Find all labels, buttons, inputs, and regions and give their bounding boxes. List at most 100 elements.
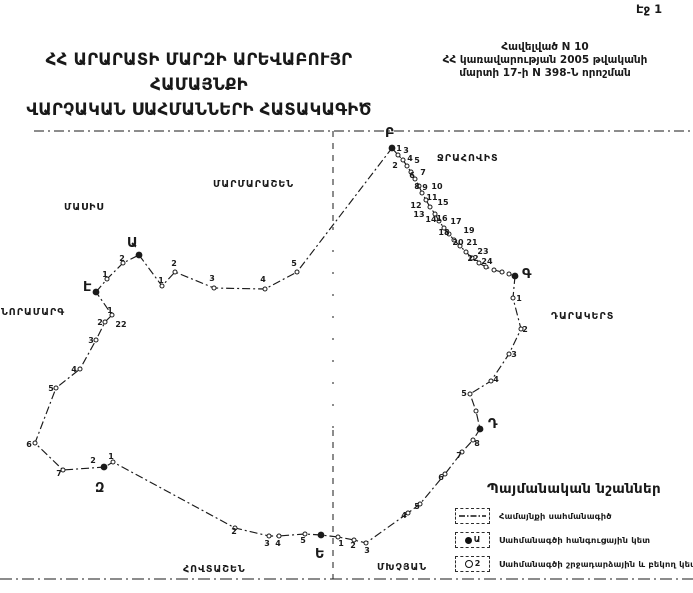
- point-number-label: 24: [481, 257, 493, 266]
- turning-point-marker: [351, 537, 357, 543]
- turning-point-marker: [232, 525, 238, 531]
- junction-dot: [317, 531, 325, 539]
- point-number-label: 23: [477, 247, 488, 256]
- legend-item-label: Սահմանագծի շրջադարձային և բեկող կետեր.: [499, 559, 693, 569]
- point-number-label: 6: [438, 473, 444, 482]
- point-number-label: 3: [511, 350, 517, 359]
- turning-point-marker: [60, 467, 66, 473]
- point-number-label: 11: [426, 193, 438, 202]
- point-number-label: 4: [275, 539, 281, 548]
- junction-dot: [511, 272, 519, 280]
- point-number-label: 22: [467, 254, 478, 263]
- turning-point-marker: [395, 152, 401, 158]
- point-number-label: 2: [171, 259, 177, 268]
- point-number-label: 1: [107, 306, 113, 315]
- point-number-label: 3: [209, 274, 215, 283]
- turning-point-marker: [469, 255, 475, 261]
- annex-line3: մարտի 17-ի N 398-Ն որոշման: [459, 66, 631, 79]
- point-number-label: 4: [407, 154, 413, 163]
- point-number-label: 5: [414, 502, 420, 511]
- boundary-segment-D-E: [320, 428, 481, 544]
- turning-point-marker: [518, 326, 524, 332]
- junction-letter-sample: Ա: [473, 535, 481, 544]
- turning-point-marker: [436, 218, 442, 224]
- map-title-line2: ՎԱՐՉԱԿԱՆ ՍԱՀՄԱՆՆԵՐԻ ՀԱՏԱԿԱԳԻԾ: [26, 99, 372, 119]
- point-number-label: 2: [97, 318, 103, 327]
- point-number-label: 4: [71, 365, 77, 374]
- turning-point-marker: [412, 176, 418, 182]
- turning-point-marker: [459, 449, 465, 455]
- junction-point-icon: Ա: [455, 532, 490, 548]
- point-number-label: 13: [413, 210, 424, 219]
- boundary-segment-G-D: [469, 275, 522, 430]
- point-number-label: 2: [90, 456, 96, 465]
- point-number-label: 5: [291, 259, 297, 268]
- turning-point-marker: [211, 285, 217, 291]
- boundary-segment-B-G: [391, 147, 516, 277]
- junction-dot: [135, 251, 143, 259]
- point-number-label: 8: [414, 182, 420, 191]
- point-number-label: 2: [392, 161, 398, 170]
- point-number-label: 3: [264, 539, 270, 548]
- point-number-label: 7: [420, 168, 426, 177]
- legend: Պայմանական նշաններ Համայնքի սահմանագիծ Ա…: [455, 481, 693, 580]
- junction-letter-label: Ա: [127, 236, 138, 251]
- neighbor-region-label: ՄԱՍԻՍ: [64, 202, 104, 213]
- point-number-label: 19: [463, 226, 475, 235]
- dash-dot-line-icon: [459, 515, 486, 517]
- boundary-segment-E7-A: [95, 254, 140, 293]
- turning-point-marker: [506, 351, 512, 357]
- turning-point-marker: [405, 510, 411, 516]
- point-number-label: 1: [108, 452, 114, 461]
- turning-point-marker: [467, 391, 473, 397]
- point-number-label: 1: [516, 294, 522, 303]
- point-number-label: 21: [466, 238, 478, 247]
- point-number-label: 5: [48, 384, 54, 393]
- point-number-label: 5: [300, 536, 306, 545]
- legend-item-junction-point: Ա Սահմանագծի հանգուցային կետ: [455, 532, 693, 548]
- point-number-label: 2: [119, 254, 125, 263]
- point-number-label: 1: [102, 270, 108, 279]
- map-title-line1: ՀՀ ԱՐԱՐԱՏԻ ՄԱՐԶԻ ԱՐԵՎԱԲՈՒՅՐ ՀԱՄԱՅՆՔԻ: [45, 50, 353, 94]
- neighbor-region-label: ԴԱՐԱԿԵՐՏ: [551, 311, 614, 322]
- legend-item-label: Սահմանագծի հանգուցային կետ: [499, 535, 651, 545]
- point-number-label: 8: [474, 439, 480, 448]
- turning-point-marker: [491, 267, 497, 273]
- turning-point-marker: [446, 231, 452, 237]
- neighbor-region-label: ՋՐԱՀՈՎԻՏ: [437, 153, 499, 164]
- turning-point-marker: [470, 437, 476, 443]
- turning-point-marker: [423, 197, 429, 203]
- point-number-label: 9: [422, 183, 428, 192]
- junction-dot: [100, 463, 108, 471]
- turning-point-marker: [77, 366, 83, 372]
- map-title: ՀՀ ԱՐԱՐԱՏԻ ՄԱՐԶԻ ԱՐԵՎԱԲՈՒՅՐ ՀԱՄԱՅՆՔԻ ՎԱՐ…: [8, 48, 390, 122]
- turning-point-marker: [463, 249, 469, 255]
- point-number-label: 10: [431, 182, 443, 191]
- boundary-segment-A-B: [138, 147, 393, 290]
- turning-point-marker: [404, 163, 410, 169]
- turning-point-marker: [32, 440, 38, 446]
- turning-point-marker: [427, 204, 433, 210]
- turning-point-marker: [302, 531, 308, 537]
- turning-point-marker: [294, 269, 300, 275]
- point-number-label: 6: [409, 171, 415, 180]
- point-number-label: 1: [158, 276, 164, 285]
- point-number-label: 2: [522, 325, 528, 334]
- turning-point-marker: [104, 276, 110, 282]
- neighbor-region-label: ՀՈՎՏԱՇԵՆ: [183, 564, 246, 575]
- neighbor-region-label: ՆՈՐԱՄԱՐԳ: [1, 307, 65, 318]
- junction-dot: [92, 288, 100, 296]
- turning-point-marker: [408, 169, 414, 175]
- turning-point-marker: [442, 471, 448, 477]
- point-number-label: 7: [56, 469, 62, 478]
- point-number-label: 3: [88, 336, 94, 345]
- turning-point-marker: [416, 183, 422, 189]
- point-number-label: 2: [350, 541, 356, 550]
- turning-point-marker: [266, 533, 272, 539]
- turning-point-marker: [473, 408, 479, 414]
- point-number-label: 16: [436, 214, 448, 223]
- point-number-label: 1: [396, 144, 402, 153]
- turning-point-marker: [93, 337, 99, 343]
